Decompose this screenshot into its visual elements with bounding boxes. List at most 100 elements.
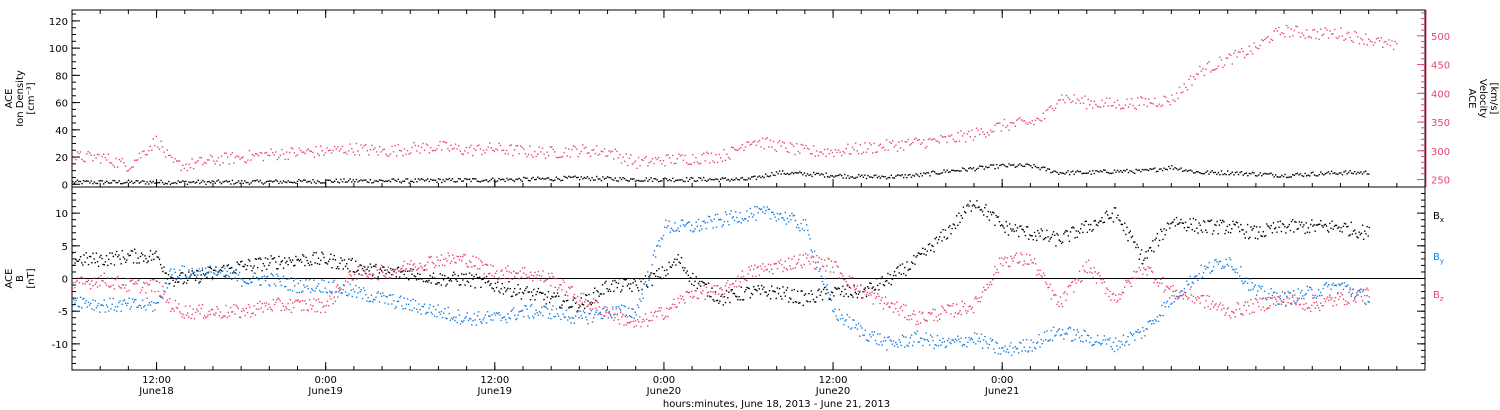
- data-point: [503, 287, 506, 289]
- data-point: [248, 149, 251, 152]
- data-point: [337, 181, 339, 183]
- data-point: [476, 315, 479, 317]
- data-point: [387, 271, 390, 273]
- data-point: [1209, 220, 1211, 222]
- data-point: [1214, 223, 1216, 226]
- data-point: [546, 308, 549, 310]
- data-point: [397, 266, 400, 268]
- top-left-tick-label: 0: [62, 180, 68, 191]
- data-point: [957, 224, 959, 226]
- data-point: [218, 270, 220, 272]
- data-point: [688, 291, 691, 293]
- data-point: [518, 292, 520, 294]
- data-point: [780, 145, 782, 147]
- data-point: [703, 282, 705, 284]
- data-point: [936, 320, 939, 322]
- data-point: [1364, 302, 1366, 304]
- data-point: [555, 295, 558, 297]
- data-point: [1261, 235, 1263, 238]
- data-point: [1029, 346, 1031, 349]
- data-point: [551, 295, 553, 298]
- data-point: [1289, 229, 1292, 232]
- data-point: [1191, 281, 1193, 283]
- data-point: [362, 265, 365, 267]
- data-point: [488, 280, 490, 282]
- data-point: [481, 180, 483, 182]
- data-point: [569, 306, 571, 308]
- data-point: [1204, 265, 1206, 267]
- data-point: [254, 153, 257, 155]
- data-point: [1323, 33, 1325, 36]
- data-point: [346, 153, 348, 155]
- data-point: [494, 314, 497, 316]
- data-point: [854, 291, 856, 293]
- data-point: [307, 148, 309, 150]
- data-point: [634, 160, 637, 162]
- data-point: [1192, 172, 1195, 174]
- data-point: [1196, 227, 1198, 229]
- data-point: [1041, 230, 1043, 232]
- data-point: [839, 293, 842, 296]
- data-point: [712, 298, 714, 301]
- data-point: [586, 294, 588, 297]
- data-point: [482, 319, 484, 321]
- data-point: [1332, 33, 1334, 35]
- data-point: [961, 167, 964, 169]
- data-point: [868, 340, 870, 342]
- data-point: [842, 285, 844, 288]
- data-point: [1096, 334, 1099, 337]
- data-point: [123, 182, 125, 184]
- data-point: [518, 278, 520, 280]
- data-point: [713, 285, 715, 287]
- data-point: [1070, 171, 1072, 173]
- data-point: [892, 311, 895, 313]
- data-point: [1013, 164, 1015, 166]
- data-point: [879, 282, 881, 285]
- data-point: [1173, 218, 1175, 221]
- data-point: [1065, 332, 1067, 334]
- data-point: [711, 220, 713, 223]
- data-point: [873, 142, 875, 145]
- data-point: [1093, 220, 1095, 222]
- data-point: [657, 244, 659, 247]
- data-point: [1161, 104, 1164, 106]
- data-point: [308, 279, 311, 281]
- data-point: [1250, 289, 1252, 291]
- data-point: [1245, 277, 1248, 279]
- data-point: [417, 145, 420, 147]
- data-point: [746, 210, 748, 212]
- data-point: [91, 308, 93, 310]
- data-point: [107, 182, 110, 184]
- top-series-1: [72, 24, 1398, 172]
- data-point: [1170, 223, 1172, 225]
- data-point: [415, 269, 418, 271]
- data-point: [1016, 119, 1018, 121]
- data-point: [312, 254, 314, 256]
- data-point: [574, 297, 577, 299]
- data-point: [1137, 246, 1139, 249]
- data-point: [560, 307, 562, 309]
- data-point: [878, 175, 880, 178]
- data-point: [592, 317, 595, 319]
- data-point: [775, 297, 777, 300]
- data-point: [622, 156, 624, 158]
- data-point: [293, 152, 296, 154]
- data-point: [562, 300, 564, 302]
- data-point: [891, 343, 894, 345]
- data-point: [505, 319, 507, 321]
- data-point: [1215, 258, 1217, 261]
- data-point: [845, 148, 847, 150]
- data-point: [278, 298, 280, 300]
- data-point: [755, 289, 757, 291]
- data-point: [285, 181, 288, 184]
- data-point: [96, 182, 99, 185]
- data-point: [1152, 168, 1154, 170]
- data-point: [309, 261, 312, 263]
- bottom-left-axis-title: B: [15, 275, 26, 282]
- data-point: [990, 213, 993, 216]
- data-point: [582, 144, 584, 146]
- data-point: [358, 273, 360, 275]
- data-point: [289, 299, 291, 301]
- data-point: [180, 313, 182, 315]
- data-point: [298, 147, 300, 149]
